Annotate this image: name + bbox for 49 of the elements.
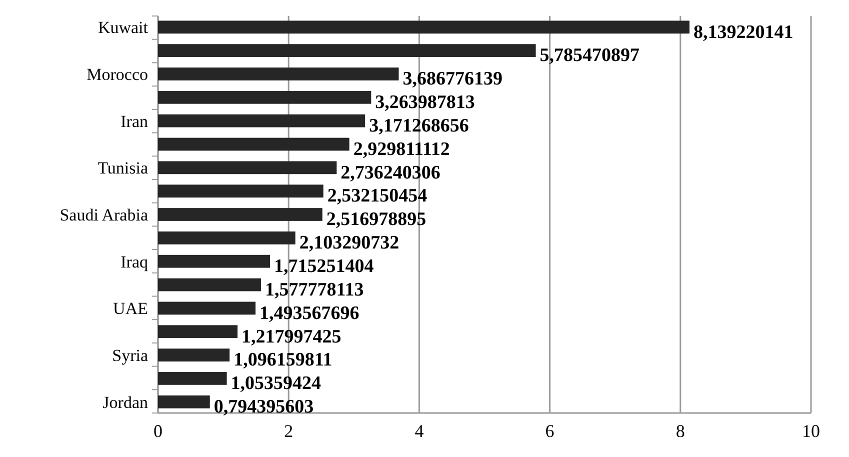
data-label: 2,103290732 [299, 232, 400, 254]
bar [158, 44, 536, 57]
data-label: 1,493567696 [260, 302, 360, 324]
bar [158, 90, 372, 104]
x-tick-label: 0 [154, 421, 162, 441]
bar [158, 184, 324, 198]
bar [158, 302, 256, 315]
data-label: 2,736240306 [340, 162, 440, 184]
data-label: 3,171268656 [369, 115, 469, 136]
bar [158, 348, 230, 362]
bar [158, 20, 690, 34]
y-tick-label: Syria [112, 346, 148, 365]
y-tick-label: Morocco [86, 64, 148, 84]
data-label: 3,263987813 [375, 92, 475, 114]
data-label: 1,217997425 [242, 326, 342, 348]
bar [158, 68, 399, 80]
x-tick-label: 4 [414, 421, 424, 441]
data-label: 2,929811112 [353, 138, 450, 160]
data-label: 1,577778113 [265, 279, 364, 300]
bar [158, 114, 366, 128]
data-label: 1,096159811 [234, 350, 332, 371]
data-label: 8,139220141 [693, 22, 794, 43]
bar [158, 325, 238, 338]
bar [158, 372, 227, 385]
data-label: 3,686776139 [402, 68, 502, 90]
y-tick-label: Iraq [120, 252, 148, 272]
y-tick-label: Jordan [102, 392, 148, 412]
y-tick-label: Kuwait [98, 18, 148, 38]
y-tick-label: Saudi Arabia [60, 205, 148, 224]
x-tick-label: 2 [284, 421, 294, 441]
bar [158, 208, 322, 221]
data-label: 1,05359424 [230, 373, 322, 394]
x-tick-label: 10 [802, 421, 820, 441]
y-tick-label: UAE [113, 299, 148, 318]
bar [158, 254, 270, 268]
x-tick-label: 6 [545, 421, 554, 441]
data-label: 2,516978895 [326, 209, 426, 230]
bar [158, 278, 262, 292]
y-tick-label: Tunisia [98, 158, 148, 178]
data-label: 5,785470897 [540, 45, 640, 66]
bar [158, 231, 296, 244]
data-label: 1,715251404 [274, 256, 374, 277]
data-label: 0,794395603 [214, 396, 314, 418]
x-tick-label: 8 [676, 421, 685, 441]
y-tick-label: Iran [120, 112, 148, 131]
bar [158, 161, 337, 174]
data-label: 2,532150454 [327, 186, 428, 207]
bar [158, 138, 350, 151]
bar [158, 395, 210, 408]
